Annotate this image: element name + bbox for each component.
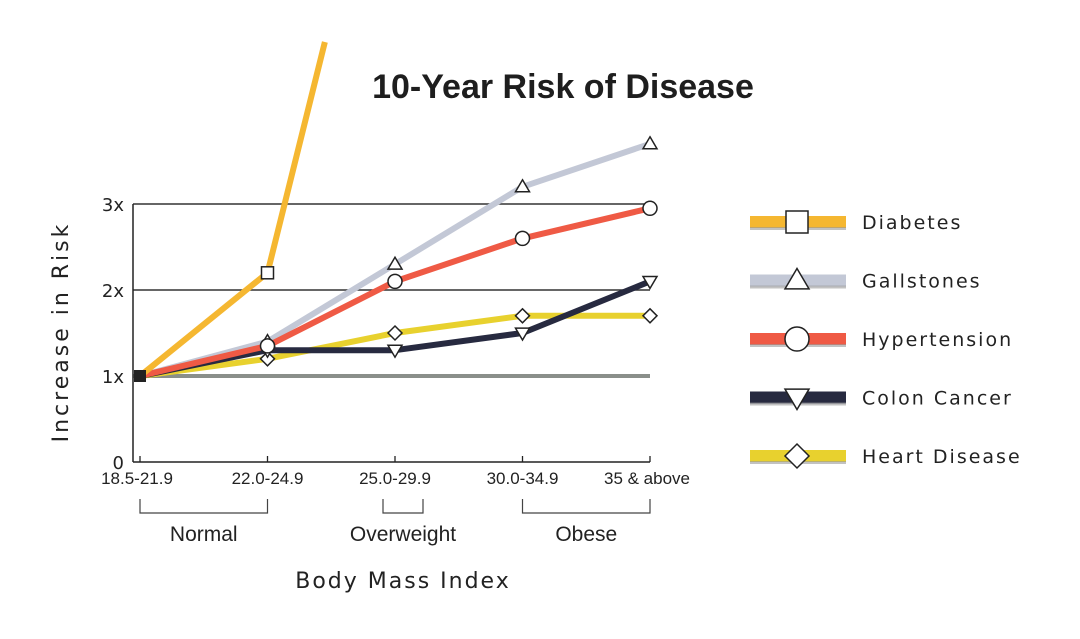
marker-diamond [386,324,404,342]
legend-item: Hypertension [750,326,1013,352]
y-tick-label: 2x [102,281,124,302]
x-tick-label: 35 & above [604,469,690,488]
x-tick-label: 25.0-29.9 [359,469,431,488]
legend-label: Diabetes [862,212,962,234]
x-tick-label: 30.0-34.9 [487,469,559,488]
legend-item: Gallstones [750,267,982,293]
marker-circle [642,200,658,217]
marker-circle [259,338,276,354]
marker-triangle-up [783,267,811,290]
y-tick-label: 1x [102,367,124,388]
x-axis-label: Body Mass Index [295,569,510,594]
legend-label: Colon Cancer [862,388,1013,410]
marker-diamond [783,442,811,470]
y-axis-label: Increase in Risk [49,222,74,443]
marker-triangle-down [514,327,531,342]
marker-square [785,210,809,234]
legend-item: Colon Cancer [750,388,1013,411]
marker-circle [514,230,531,247]
legend-item: Diabetes [750,210,962,234]
marker-diamond [259,350,276,367]
group-bracket [521,499,651,514]
marker-triangle-up [514,178,531,193]
marker-diamond [514,307,531,324]
legend-label: Heart Disease [862,446,1022,468]
marker-diamond [641,307,659,324]
start-marker [134,370,146,382]
series-heart-disease [139,307,659,379]
y-tick-label: 3x [102,195,124,216]
legend-label: Hypertension [862,329,1013,351]
marker-triangle-down [641,275,659,290]
x-tick-label: 18.5-21.9 [101,469,173,488]
series-diabetes [138,41,328,379]
marker-square [260,266,275,280]
group-label: Normal [170,523,238,546]
group-label: Obese [555,523,617,546]
marker-triangle-up [641,135,659,150]
marker-triangle-down [783,388,811,411]
marker-triangle-up [386,255,404,270]
legend-label: Gallstones [862,271,982,293]
group-bracket [382,499,424,514]
chart-title: 10-Year Risk of Disease [372,68,754,106]
series-colon-cancer [139,275,659,379]
marker-triangle-down [386,344,404,359]
y-tick-label: 0 [113,453,124,474]
series-hypertension [139,200,658,379]
legend-item: Heart Disease [750,442,1022,470]
group-label: Overweight [350,523,456,546]
x-tick-label: 22.0-24.9 [232,469,304,488]
marker-circle [387,273,403,290]
marker-circle [784,326,810,352]
series-gallstones [139,135,659,379]
group-bracket [139,499,269,514]
